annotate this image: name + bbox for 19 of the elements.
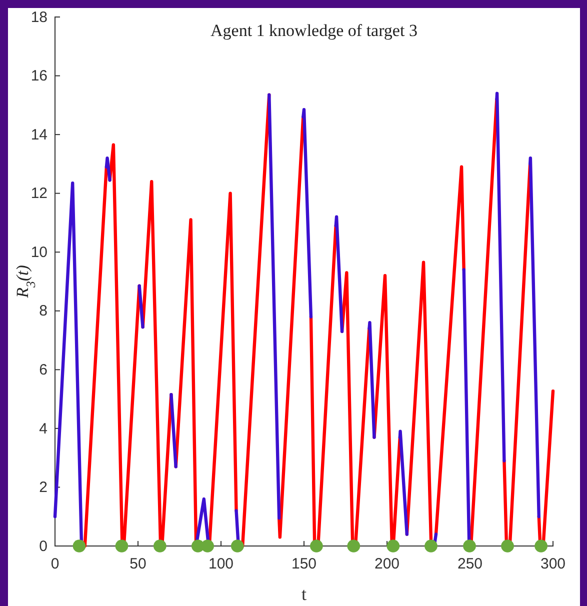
y-tick-label: 10: [30, 244, 48, 261]
y-tick-label: 6: [39, 361, 48, 378]
x-tick-label: 200: [374, 556, 400, 572]
x-tick-label: 50: [130, 556, 146, 572]
y-tick-label: 4: [39, 420, 48, 438]
x-tick-label: 250: [457, 556, 483, 572]
x-tick-label: 0: [50, 556, 60, 572]
y-tick-label: 18: [30, 8, 48, 26]
x-tick-label: 300: [540, 556, 566, 572]
chart-title: Agent 1 knowledge of target 3: [210, 21, 418, 40]
x-tick-label: 100: [208, 556, 234, 572]
x-axis-title: t: [301, 584, 307, 604]
x-tick-label: 150: [291, 556, 317, 572]
y-tick-label: 2: [39, 479, 48, 496]
y-tick-label: 8: [39, 302, 48, 320]
y-tick-label: 14: [30, 126, 48, 144]
y-tick-label: 16: [30, 68, 48, 85]
y-tick-label: 0: [39, 538, 48, 555]
y-tick-label: 12: [30, 185, 48, 202]
